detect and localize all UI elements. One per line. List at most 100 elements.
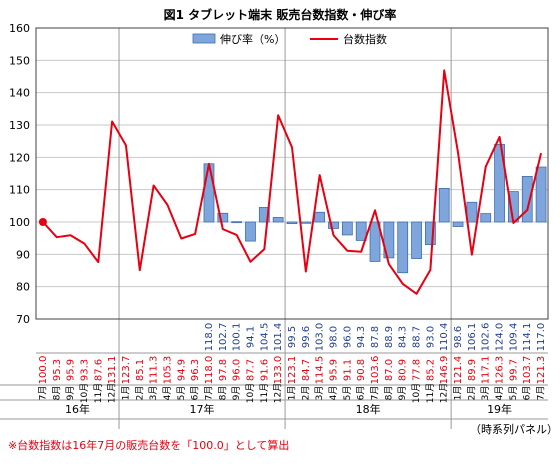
growth-value-label: 98.0 xyxy=(329,326,340,348)
index-value-label: 87.6 xyxy=(93,359,104,381)
index-value-label: 123.7 xyxy=(121,356,132,385)
month-label: 11月 xyxy=(425,383,436,403)
growth-bar xyxy=(480,213,492,223)
legend-line-label: 台数指数 xyxy=(343,32,387,46)
growth-value-label: 101.4 xyxy=(273,323,284,352)
month-label: 7月 xyxy=(37,386,48,401)
growth-bar xyxy=(535,166,547,223)
growth-bar xyxy=(466,201,478,223)
month-label: 1月 xyxy=(453,386,464,401)
index-value-label: 89.9 xyxy=(467,359,478,381)
growth-value-label: 106.1 xyxy=(467,323,478,352)
growth-bar xyxy=(217,212,229,223)
y-tick-label: 130 xyxy=(9,119,30,132)
growth-bar xyxy=(383,221,395,259)
growth-bar xyxy=(258,207,270,223)
month-label: 6月 xyxy=(356,386,367,401)
index-start-marker xyxy=(38,218,47,226)
growth-bar xyxy=(521,176,533,223)
index-value-label: 97.8 xyxy=(218,359,229,381)
index-value-label: 95.9 xyxy=(329,359,340,381)
month-label: 12月 xyxy=(273,383,284,403)
growth-value-label: 87.8 xyxy=(370,326,381,348)
growth-bar xyxy=(328,221,339,229)
month-label: 1月 xyxy=(287,386,298,401)
plot-frame xyxy=(35,27,549,320)
y-tick-label: 80 xyxy=(16,281,30,294)
growth-value-label: 117.0 xyxy=(536,323,547,352)
y-tick-label: 100 xyxy=(9,216,30,229)
growth-bar xyxy=(341,221,353,236)
growth-bar xyxy=(231,221,243,224)
year-label: 19年 xyxy=(487,402,512,416)
growth-value-label: 118.0 xyxy=(204,323,215,352)
month-label: 4月 xyxy=(494,386,505,401)
index-value-label: 87.7 xyxy=(245,359,256,381)
index-value-label: 90.8 xyxy=(356,359,367,381)
month-label: 4月 xyxy=(328,386,339,401)
growth-bar xyxy=(355,221,367,241)
year-label: 18年 xyxy=(356,402,381,416)
month-label: 5月 xyxy=(176,386,187,401)
year-label: 17年 xyxy=(190,402,215,416)
month-label: 9月 xyxy=(397,386,408,401)
growth-value-label: 103.0 xyxy=(315,323,326,352)
growth-value-label: 110.4 xyxy=(439,323,450,352)
month-label: 6月 xyxy=(522,386,533,401)
y-tick-label: 110 xyxy=(9,184,30,197)
growth-bar xyxy=(203,163,215,223)
index-value-label: 103.7 xyxy=(522,356,533,385)
month-label: 3月 xyxy=(148,386,159,401)
growth-value-label: 93.0 xyxy=(425,326,436,348)
index-value-label: 118.0 xyxy=(204,356,215,385)
index-value-label: 91.6 xyxy=(259,359,270,381)
index-value-label: 91.1 xyxy=(342,359,353,381)
index-value-label: 85.2 xyxy=(425,359,436,381)
month-label: 10月 xyxy=(79,383,90,403)
index-value-label: 95.3 xyxy=(52,359,63,381)
legend-bar-swatch xyxy=(192,33,216,44)
month-label: 6月 xyxy=(190,386,201,401)
index-value-label: 123.1 xyxy=(287,356,298,385)
growth-value-label: 102.7 xyxy=(218,323,229,352)
month-label: 7月 xyxy=(536,386,547,401)
month-label: 10月 xyxy=(245,383,256,403)
index-value-label: 96.0 xyxy=(232,359,243,381)
growth-bar xyxy=(300,221,312,224)
index-value-label: 146.9 xyxy=(439,356,450,385)
index-value-label: 114.5 xyxy=(315,356,326,385)
index-value-label: 77.8 xyxy=(412,359,423,381)
index-value-label: 99.7 xyxy=(508,359,519,381)
growth-bar xyxy=(438,187,450,223)
month-label: 3月 xyxy=(480,386,491,401)
growth-bar xyxy=(286,221,298,225)
month-label: 7月 xyxy=(370,386,381,401)
month-label: 8月 xyxy=(51,386,62,401)
index-value-label: 93.3 xyxy=(79,359,90,381)
month-label: 5月 xyxy=(342,386,353,401)
growth-value-label: 99.6 xyxy=(301,326,312,348)
growth-bar xyxy=(411,221,422,259)
month-label: 7月 xyxy=(203,386,214,401)
growth-value-label: 94.3 xyxy=(356,326,367,348)
index-value-label: 111.3 xyxy=(149,356,160,385)
growth-value-label: 100.1 xyxy=(232,323,243,352)
month-label: 8月 xyxy=(383,386,394,401)
index-value-label: 121.3 xyxy=(536,356,547,385)
footnote: ※台数指数は16年7月の販売台数を「100.0」として算出 xyxy=(8,438,289,452)
index-value-label: 94.9 xyxy=(176,359,187,381)
index-value-label: 87.0 xyxy=(384,359,395,381)
month-label: 1月 xyxy=(120,386,131,401)
growth-bar xyxy=(314,211,326,223)
growth-bar xyxy=(494,143,505,223)
panel-note: （時系列パネル） xyxy=(470,422,558,436)
growth-bar xyxy=(245,221,256,242)
index-value-label: 117.1 xyxy=(481,356,492,385)
index-value-label: 131.1 xyxy=(107,356,118,385)
growth-value-label: 114.1 xyxy=(522,323,533,352)
growth-value-label: 124.0 xyxy=(495,323,506,352)
month-label: 4月 xyxy=(162,386,173,401)
month-label: 10月 xyxy=(411,383,422,403)
index-value-label: 100.0 xyxy=(38,356,49,385)
